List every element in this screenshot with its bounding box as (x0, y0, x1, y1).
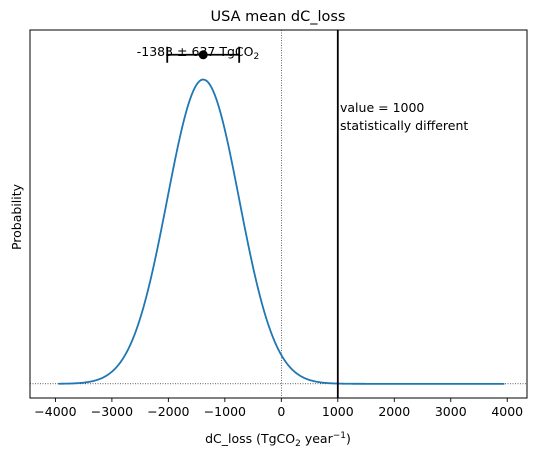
reference-annotation-line-2: statistically different (340, 118, 468, 133)
errorbar-label-subscript: 2 (253, 52, 259, 62)
y-axis-label: Probability (9, 183, 24, 250)
chart-title: USA mean dC_loss (211, 9, 346, 25)
distribution-curve (58, 78, 505, 385)
x-tick-label: −3000 (91, 404, 133, 419)
x-axis-label: dC_loss (TgCO2 year−1) (205, 431, 351, 449)
x-tick-label: 4000 (491, 404, 523, 419)
x-axis-label-superscript: −1 (333, 431, 346, 441)
x-tick-label: −2000 (147, 404, 189, 419)
x-axis-label-subscript: 2 (295, 439, 301, 449)
x-tick-label: −1000 (204, 404, 246, 419)
axes-frame (29, 29, 528, 399)
x-axis-label-close: ) (346, 431, 351, 446)
x-tick-label: 1000 (322, 404, 354, 419)
errorbar-center-point (198, 50, 208, 60)
x-tick-label: 0 (277, 404, 285, 419)
x-tick-label: 3000 (435, 404, 467, 419)
x-axis-ticks: −4000 −3000 −2000 −1000 0 1000 2000 3000 4000 (34, 398, 523, 419)
x-tick-label: −4000 (34, 404, 76, 419)
x-axis-label-main: dC_loss (TgCO (205, 431, 295, 446)
plot-area (30, 30, 527, 398)
reference-annotation-line-1: value = 1000 (340, 100, 424, 115)
x-tick-label: 2000 (378, 404, 410, 419)
x-axis-label-unit: year (301, 431, 334, 446)
errorbar-label-main: -1383 ± 637 TgCO (137, 44, 254, 59)
errorbar-label: -1383 ± 637 TgCO2 (137, 44, 259, 62)
